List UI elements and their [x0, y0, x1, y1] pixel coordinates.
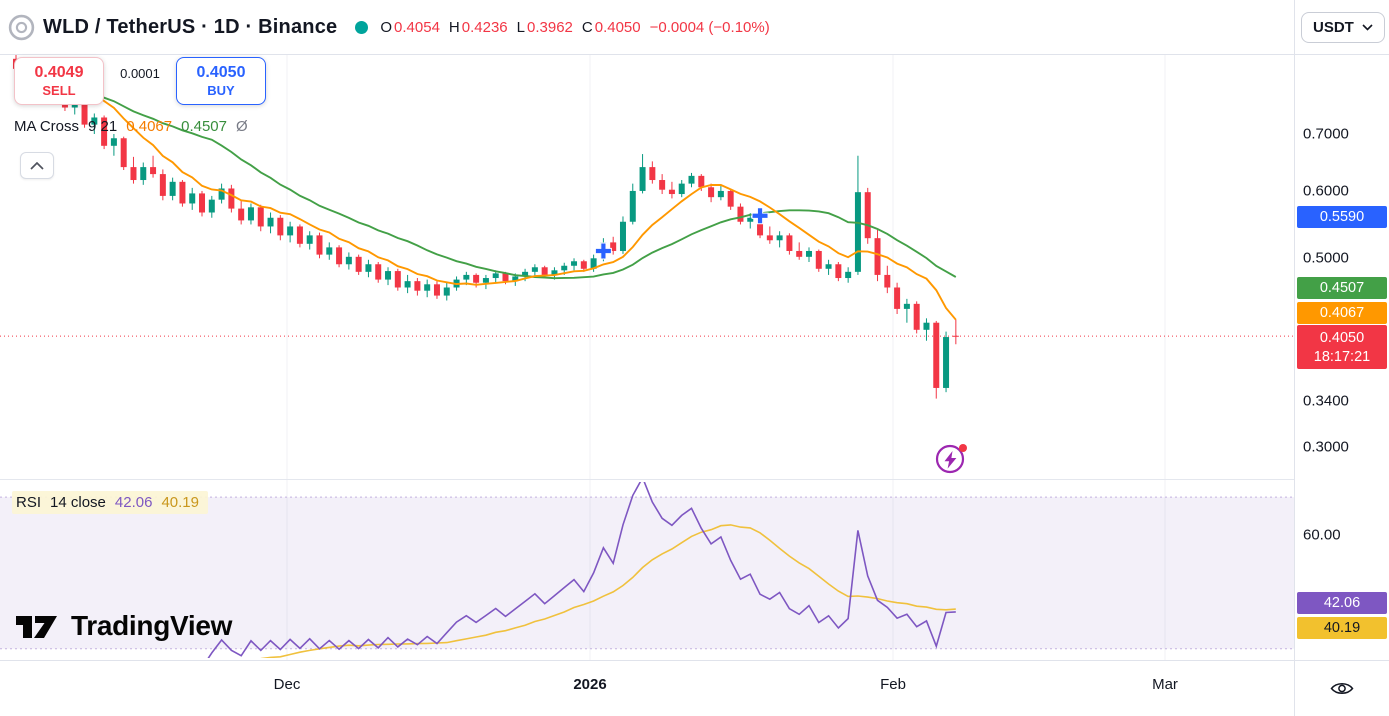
indicator-name: MA Cross — [14, 118, 80, 135]
eye-icon — [1330, 683, 1354, 694]
bar-countdown: 18:17:21 — [1313, 348, 1371, 365]
close-label: C — [581, 18, 593, 36]
rsi-legend[interactable]: RSI 14 close 42.06 40.19 — [12, 491, 208, 514]
price-scale-separator[interactable] — [1294, 0, 1295, 716]
rsi-signal-value: 40.19 — [161, 494, 199, 511]
hidden-indicator-icon[interactable]: Ø — [236, 118, 248, 135]
rsi-name: RSI — [16, 494, 42, 511]
buy-label: BUY — [207, 83, 235, 98]
currency-label: USDT — [1313, 19, 1354, 36]
sell-button[interactable]: 0.4049 SELL — [14, 57, 104, 105]
low-label: L — [516, 18, 525, 36]
time-axis[interactable]: Dec 2026 Feb Mar — [0, 660, 1389, 716]
ma-cross-legend[interactable]: MA Cross 9 21 0.4067 0.4507 Ø — [14, 118, 248, 135]
flash-lightning-icon[interactable] — [933, 439, 971, 482]
ma-slow-line — [15, 68, 957, 280]
price-scale[interactable]: 0.7000 0.6000 0.5000 0.3400 0.3000 0.5590 0.45… — [1295, 55, 1389, 660]
chevron-up-icon — [30, 161, 44, 170]
high-label: H — [448, 18, 460, 36]
open-value: 0.4054 — [394, 18, 440, 36]
tradingview-watermark: TradingView — [14, 606, 232, 646]
watermark-text: TradingView — [71, 610, 233, 641]
price-tick: 0.7000 — [1303, 125, 1349, 143]
last-price-badge[interactable]: 0.4050 18:17:21 — [1297, 325, 1387, 370]
tradingview-logo-icon — [16, 616, 57, 638]
rsi-band — [0, 497, 1294, 649]
market-status-dot[interactable] — [355, 20, 369, 34]
scale-settings-corner[interactable] — [1295, 661, 1389, 716]
collapse-panel-button[interactable] — [20, 152, 54, 179]
ma-fast-value: 0.4067 — [126, 118, 173, 135]
change-value: −0.0004 (−0.10%) — [649, 18, 770, 36]
last-price-value: 0.4050 — [1319, 329, 1365, 346]
ma-fast-line — [15, 68, 957, 321]
time-axis-label[interactable]: Dec — [273, 676, 301, 693]
indicator-params: 9 21 — [88, 118, 118, 135]
sell-price: 0.4049 — [34, 64, 84, 81]
low-value: 0.3962 — [527, 18, 573, 36]
buy-price: 0.4050 — [196, 64, 246, 81]
ma-cross-marker-icon — [751, 207, 769, 225]
alert-price-badge[interactable]: 0.5590 — [1297, 206, 1387, 229]
candles-series — [13, 55, 959, 399]
price-tick: 0.5000 — [1303, 249, 1349, 267]
spread-value: 0.0001 — [120, 66, 160, 81]
chart-plot-area[interactable] — [0, 55, 1294, 660]
ma-slow-value: 0.4507 — [181, 118, 227, 135]
pane-separator[interactable] — [0, 479, 1294, 480]
price-tick: 0.6000 — [1303, 182, 1349, 200]
rsi-signal-line — [259, 524, 956, 658]
rsi-params: 14 close — [50, 494, 106, 511]
notification-dot — [959, 444, 967, 452]
chevron-down-icon — [1362, 24, 1373, 31]
close-value: 0.4050 — [594, 18, 641, 36]
ma-fast-price-badge[interactable]: 0.4067 — [1297, 302, 1387, 325]
time-axis-labels: Dec 2026 Feb Mar — [0, 661, 1294, 716]
sell-label: SELL — [42, 83, 76, 98]
time-axis-label[interactable]: Feb — [880, 676, 906, 693]
ma-slow-price-badge[interactable]: 0.4507 — [1297, 277, 1387, 300]
symbol-title[interactable]: WLD / TetherUS · 1D · Binance — [43, 15, 338, 38]
rsi-pane — [207, 482, 956, 658]
ohlc-readout: O 0.4054 H 0.4236 L 0.3962 C 0.4050 −0.0004 … — [380, 19, 769, 36]
rsi-value: 42.06 — [114, 494, 153, 511]
price-tick: 0.3000 — [1303, 438, 1349, 456]
high-value: 0.4236 — [461, 18, 508, 36]
price-tick: 0.3400 — [1303, 392, 1349, 410]
currency-dropdown[interactable]: USDT — [1301, 12, 1385, 43]
rsi-tick: 60.00 — [1303, 526, 1341, 544]
buy-button[interactable]: 0.4050 BUY — [176, 57, 266, 105]
ma-cross-marker-icon — [594, 242, 612, 260]
time-axis-label[interactable]: Mar — [1152, 676, 1178, 693]
symbol-logo-icon[interactable] — [8, 14, 35, 41]
open-label: O — [380, 18, 393, 36]
time-axis-label[interactable]: 2026 — [573, 676, 607, 693]
rsi-value-badge[interactable]: 42.06 — [1297, 591, 1387, 614]
rsi-line — [207, 482, 956, 658]
rsi-signal-badge[interactable]: 40.19 — [1297, 616, 1387, 639]
